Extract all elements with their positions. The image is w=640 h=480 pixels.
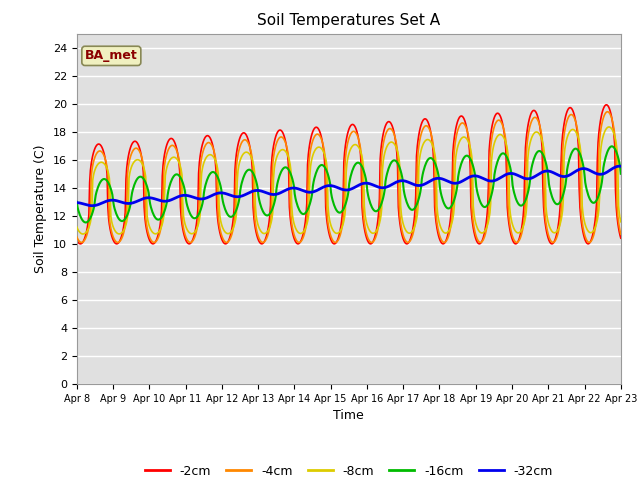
X-axis label: Time: Time [333, 409, 364, 422]
Y-axis label: Soil Temperature (C): Soil Temperature (C) [35, 144, 47, 273]
Title: Soil Temperatures Set A: Soil Temperatures Set A [257, 13, 440, 28]
Legend: -2cm, -4cm, -8cm, -16cm, -32cm: -2cm, -4cm, -8cm, -16cm, -32cm [140, 460, 558, 480]
Text: BA_met: BA_met [85, 49, 138, 62]
